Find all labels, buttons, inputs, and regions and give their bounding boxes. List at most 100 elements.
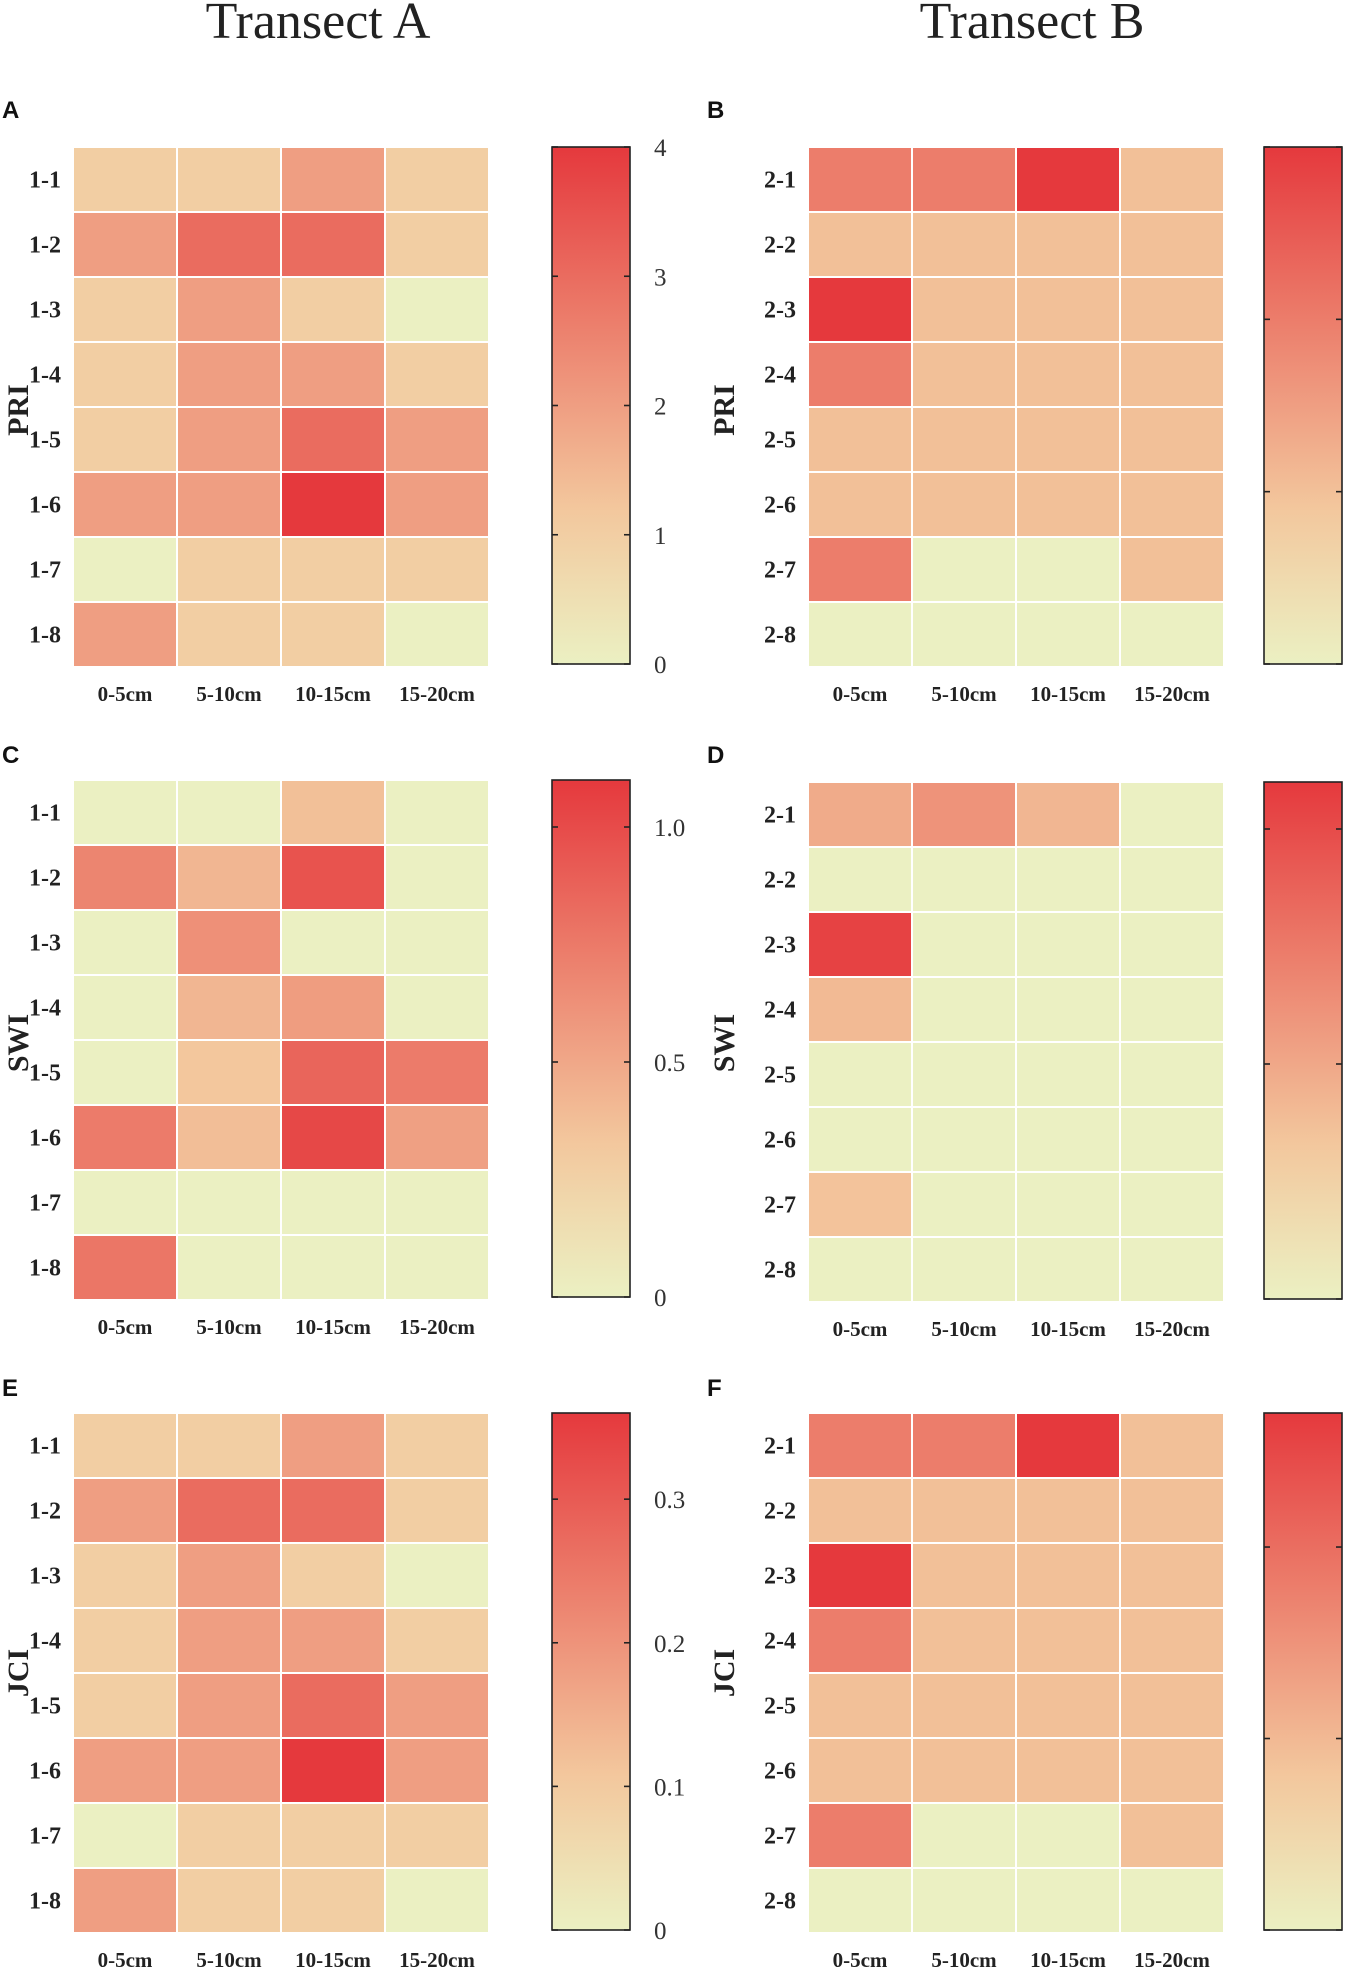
heatmap-cell (176, 1104, 282, 1171)
heatmap-cell (1119, 341, 1225, 408)
panel-e: E JCI 1-1 1-2 1-3 1-4 1-5 1-6 1-7 1-8 0-5cm 5-10cm 1… (2, 1375, 685, 1969)
heatmap-cell (384, 1802, 490, 1869)
heatmap-cell (176, 844, 282, 911)
colorbar-frame (1263, 1412, 1343, 1931)
heatmap-cell (176, 276, 282, 343)
column-label: 15-20cm (1134, 1948, 1210, 1969)
colorbar-tick-label: 3 (654, 264, 667, 291)
row-label: 2-7 (764, 1824, 796, 1850)
heatmap-cell (1015, 1607, 1121, 1674)
row-label: 1-5 (29, 428, 61, 454)
heatmap-cell (807, 1737, 913, 1804)
heatmap-cell (911, 536, 1017, 603)
column-label: 10-15cm (295, 1315, 371, 1339)
heatmap-cell (280, 471, 386, 538)
colorbar-tick-label: 1.0 (654, 815, 685, 842)
colorbar-tick-label: 0.2 (654, 1631, 685, 1658)
column-label: 10-15cm (1030, 1948, 1106, 1969)
row-label: 1-4 (29, 996, 61, 1022)
row-label: 1-4 (29, 1629, 61, 1655)
heatmap-cell (807, 1106, 913, 1173)
heatmap-cell (176, 536, 282, 603)
column-label: 5-10cm (931, 682, 997, 706)
heatmap-cell (72, 909, 178, 976)
heatmap-cell (911, 1171, 1017, 1238)
colorbar-frame (1263, 146, 1343, 665)
heatmap-cell (911, 846, 1017, 913)
heatmap-cell (280, 146, 386, 213)
row-label: 2-2 (764, 233, 796, 259)
heatmap-cell (1015, 976, 1121, 1043)
y-axis-label: JCI (2, 1649, 35, 1697)
heatmap-cell (1015, 536, 1121, 603)
heatmap-cell (280, 1477, 386, 1544)
heatmap-panels: A PRI 1-1 1-2 1-3 1-4 1-5 1-6 1-7 1-8 0-5cm 5-10cm 1… (2, 97, 1343, 1969)
heatmap-cell (280, 844, 386, 911)
row-label: 1-5 (29, 1694, 61, 1720)
heatmap-cell (384, 1104, 490, 1171)
heatmap-cell (911, 1412, 1017, 1479)
heatmap-cell (1119, 601, 1225, 668)
heatmap-cell (280, 1412, 386, 1479)
heatmap-cell (384, 146, 490, 213)
colorbar-tick-label: 0 (654, 1918, 667, 1945)
row-label: 1-2 (29, 233, 61, 259)
column-label: 5-10cm (931, 1948, 997, 1969)
heatmap-cell (1119, 1607, 1225, 1674)
heatmap-cell (72, 146, 178, 213)
column-label: 15-20cm (399, 1948, 475, 1969)
heatmap-cell (1119, 1236, 1225, 1303)
heatmap-cell (1119, 211, 1225, 278)
colorbar-tick-label: 0 (654, 652, 667, 679)
column-title-transect-b: Transect B (920, 0, 1145, 50)
heatmap-cell (807, 341, 913, 408)
heatmap-cell (1119, 276, 1225, 343)
heatmap-cell (1119, 911, 1225, 978)
heatmap-cell (1119, 1867, 1225, 1934)
heatmap-cell (72, 1412, 178, 1479)
row-label: 2-5 (764, 428, 796, 454)
heatmap-cell (72, 1802, 178, 1869)
heatmap-cell (72, 276, 178, 343)
heatmap-cell (72, 1234, 178, 1301)
heatmap-cell (1015, 1412, 1121, 1479)
colorbar-tick-label: 0.1 (654, 1774, 685, 1801)
row-label: 2-1 (764, 803, 796, 829)
heatmap-cell (807, 471, 913, 538)
row-label: 1-7 (29, 558, 61, 584)
heatmap-cell (176, 1737, 282, 1804)
column-label: 0-5cm (98, 1315, 153, 1339)
heatmap-cell (1015, 846, 1121, 913)
heatmap-cell (280, 1542, 386, 1609)
heatmap-cell (384, 974, 490, 1041)
row-label: 2-8 (764, 1889, 796, 1915)
heatmap-cell (72, 1867, 178, 1934)
heatmap-cell (176, 1412, 282, 1479)
y-axis-label: SWI (708, 1014, 741, 1072)
heatmap-cell (280, 779, 386, 846)
heatmap-cell (176, 1477, 282, 1544)
heatmap-cell (72, 341, 178, 408)
colorbar-tick-label: 2 (654, 394, 667, 421)
heatmap-cell (72, 844, 178, 911)
heatmap-cell (1119, 781, 1225, 848)
heatmap-cell (807, 1607, 913, 1674)
column-label: 15-20cm (399, 682, 475, 706)
heatmap-cell (1119, 1041, 1225, 1108)
row-label: 1-6 (29, 1759, 61, 1785)
heatmap-cell (911, 406, 1017, 473)
heatmap-cell (384, 211, 490, 278)
heatmap-cell (176, 974, 282, 1041)
heatmap-cell (280, 1737, 386, 1804)
heatmap-cell (280, 406, 386, 473)
heatmap-cell (384, 1737, 490, 1804)
heatmap-cell (1119, 1737, 1225, 1804)
heatmap-cell (176, 601, 282, 668)
heatmap-cell (807, 1412, 913, 1479)
heatmap-cell (176, 471, 282, 538)
heatmap-cell (1015, 601, 1121, 668)
heatmap-cell (807, 536, 913, 603)
heatmap-cell (280, 974, 386, 1041)
heatmap-cell (1015, 781, 1121, 848)
heatmap-cell (1015, 146, 1121, 213)
